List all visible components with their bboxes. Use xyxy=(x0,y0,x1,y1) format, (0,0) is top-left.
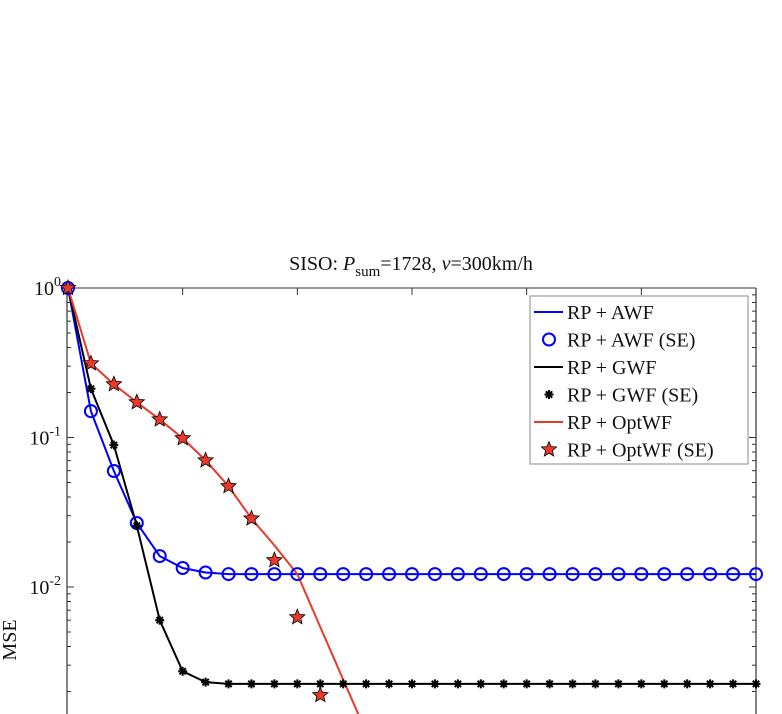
plot-area xyxy=(59,278,763,714)
y-tick-label: 10-1 xyxy=(29,425,61,450)
data-point xyxy=(219,477,238,494)
legend-entry: RP + GWF xyxy=(567,357,656,379)
legend-entry: RP + OptWF (SE) xyxy=(567,440,714,462)
data-point xyxy=(726,567,741,582)
data-point xyxy=(132,521,142,531)
data-point xyxy=(86,384,96,394)
legend-entry: RP + GWF (SE) xyxy=(567,385,698,407)
data-point xyxy=(151,410,169,427)
data-point xyxy=(292,679,302,689)
data-point xyxy=(198,565,213,580)
data-point xyxy=(519,567,534,582)
legend-entry: RP + OptWF xyxy=(567,412,672,434)
data-point xyxy=(221,567,236,582)
data-point xyxy=(311,686,329,703)
data-point xyxy=(634,567,649,582)
data-point xyxy=(496,567,511,582)
data-point xyxy=(427,567,442,582)
legend: RP + AWF RP + AWF (SE) RP + GWF RP + GWF (S… xyxy=(529,295,749,465)
legend-marker-sample xyxy=(544,390,554,399)
data-point xyxy=(267,567,282,582)
data-point xyxy=(407,679,417,689)
data-point xyxy=(336,567,351,582)
y-axis-label: MSE xyxy=(0,619,21,660)
data-point xyxy=(430,679,440,689)
data-point xyxy=(542,567,557,582)
data-point xyxy=(382,567,397,582)
data-point xyxy=(636,679,646,689)
data-point xyxy=(588,567,603,582)
data-point xyxy=(246,679,256,689)
data-point xyxy=(659,679,669,689)
data-point xyxy=(405,567,419,582)
data-point xyxy=(590,679,600,689)
data-point xyxy=(109,440,119,450)
data-point xyxy=(175,560,190,575)
data-point xyxy=(568,679,578,689)
data-point xyxy=(128,393,146,410)
data-point xyxy=(749,567,763,582)
data-point xyxy=(152,549,167,564)
data-point xyxy=(657,567,672,582)
data-point xyxy=(453,679,463,689)
data-point xyxy=(242,509,261,526)
y-tick-label: 100 xyxy=(34,275,61,300)
data-point xyxy=(728,679,738,689)
data-point xyxy=(705,679,715,689)
data-point xyxy=(174,429,192,446)
data-point xyxy=(290,567,305,582)
data-point xyxy=(106,463,121,478)
legend-entry: RP + AWF (SE) xyxy=(567,330,695,352)
data-point xyxy=(197,451,215,468)
data-point xyxy=(751,679,761,689)
data-point xyxy=(313,567,328,582)
chart-title: SISO: Psum=1728, v=300km/h xyxy=(289,253,533,280)
legend-entry: RP + AWF xyxy=(567,302,654,324)
data-point xyxy=(178,666,188,676)
y-tick-labels: 100 10-1 10-2 xyxy=(29,275,61,599)
legend-marker-sample xyxy=(540,440,558,457)
data-point xyxy=(680,567,695,582)
data-point xyxy=(288,608,306,625)
data-point xyxy=(265,551,283,568)
axes xyxy=(66,287,757,714)
data-point xyxy=(545,679,555,689)
data-point xyxy=(59,278,77,296)
data-point xyxy=(244,567,259,582)
data-point xyxy=(473,567,488,582)
data-point xyxy=(565,567,580,582)
data-point xyxy=(224,679,234,689)
data-point xyxy=(450,567,465,582)
series-line-0 xyxy=(67,287,756,576)
data-point xyxy=(83,404,98,419)
data-point xyxy=(613,679,623,689)
data-point xyxy=(384,679,394,689)
data-point xyxy=(359,567,374,582)
data-point xyxy=(201,677,211,687)
legend-box xyxy=(529,295,749,465)
data-point xyxy=(611,567,626,582)
data-point xyxy=(682,679,692,689)
data-point xyxy=(155,615,165,625)
data-point xyxy=(476,679,486,689)
data-point xyxy=(269,679,279,689)
data-point xyxy=(361,679,371,689)
data-point xyxy=(522,679,532,689)
legend-marker-sample xyxy=(542,332,556,347)
data-point xyxy=(703,567,718,582)
series-line-4 xyxy=(67,287,360,714)
y-tick-label: 10-2 xyxy=(29,574,61,599)
data-point xyxy=(499,679,509,689)
data-point xyxy=(105,375,123,392)
data-point xyxy=(338,679,348,689)
data-point xyxy=(82,354,100,371)
